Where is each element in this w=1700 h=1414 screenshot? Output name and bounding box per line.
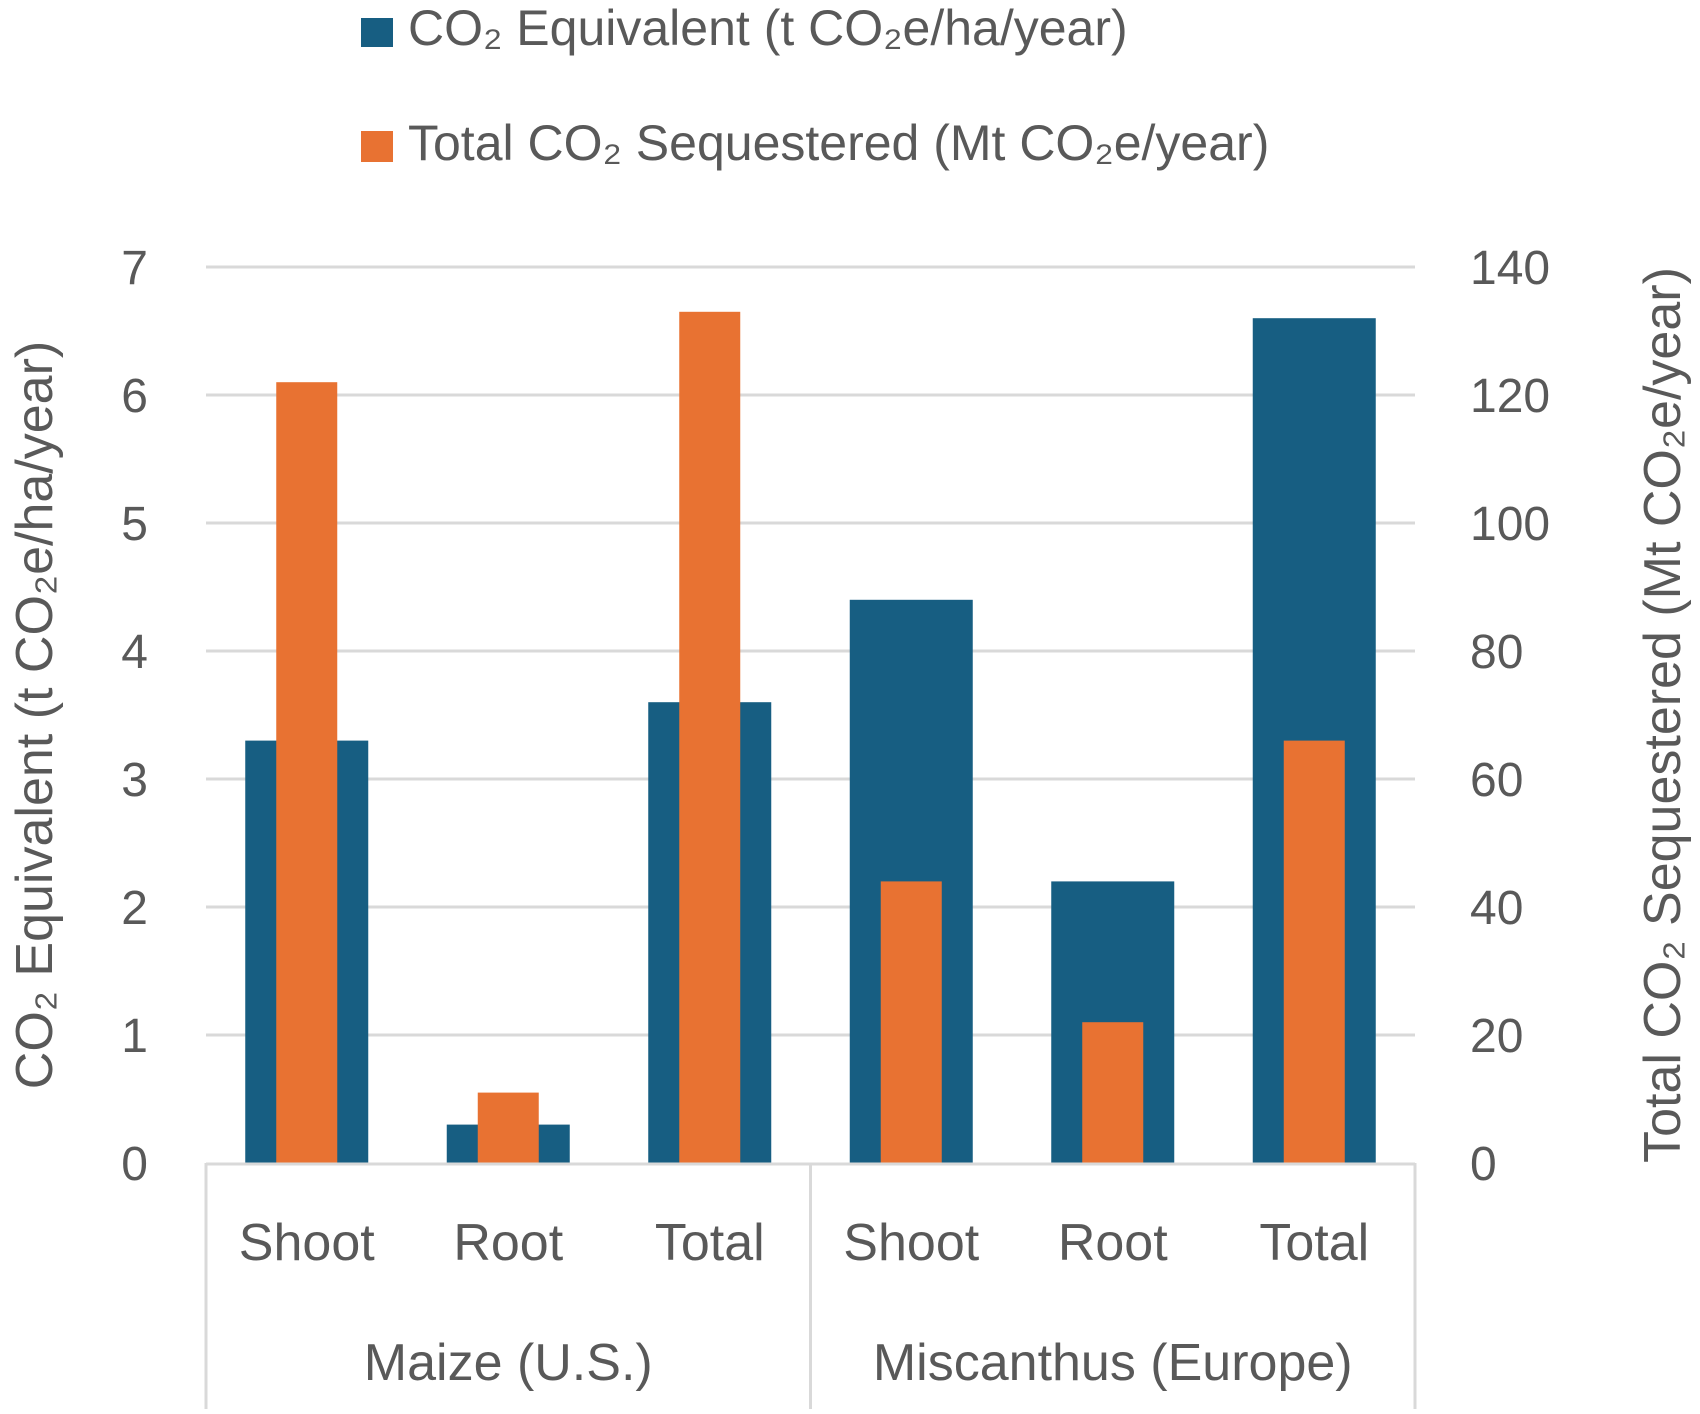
legend: CO₂ Equivalent (t CO₂e/ha/year) Total CO…: [361, 0, 1269, 171]
y-tick-label-left: 3: [121, 754, 148, 807]
y-axis-title-left: CO₂ Equivalent (t CO₂e/ha/year): [6, 341, 64, 1089]
x-tick-label: Root: [453, 1214, 563, 1272]
x-tick-label: Total: [1259, 1214, 1369, 1272]
y-tick-label-right: 100: [1470, 498, 1550, 551]
x-tick-label: Total: [655, 1214, 765, 1272]
y-axis-title-right: Total CO₂ Sequestered (Mt CO₂e/year): [1634, 267, 1692, 1163]
x-tick-label: Root: [1058, 1214, 1168, 1272]
y-tick-label-right: 80: [1470, 626, 1523, 679]
bar-total-co2-sequestered: [679, 311, 741, 1163]
axes: 0 1 2 3 4 5 6 7 0 20 40 60 80 100 120 140 Shoot Root Total…: [121, 242, 1550, 1409]
group-label: Miscanthus (Europe): [873, 1334, 1353, 1392]
y-tick-label-right: 140: [1470, 242, 1550, 295]
legend-swatch-total-co2-sequestered: [361, 131, 393, 162]
y-tick-label-left: 4: [121, 626, 148, 679]
y-tick-label-left: 0: [121, 1138, 148, 1191]
bar-total-co2-sequestered: [1082, 1022, 1144, 1163]
legend-swatch-co2-equivalent: [361, 18, 393, 47]
bar-total-co2-sequestered: [276, 382, 338, 1163]
y-tick-label-right: 0: [1470, 1138, 1497, 1191]
y-tick-label-right: 60: [1470, 754, 1523, 807]
y-tick-label-left: 1: [121, 1010, 148, 1063]
group-label: Maize (U.S.): [364, 1334, 653, 1392]
y-tick-label-left: 2: [121, 882, 148, 935]
gridlines: [206, 265, 1415, 1037]
y-tick-label-left: 7: [121, 242, 148, 295]
bar-total-co2-sequestered: [1283, 740, 1345, 1163]
bar-total-co2-sequestered: [477, 1092, 539, 1163]
y-tick-label-right: 40: [1470, 882, 1523, 935]
x-tick-label: Shoot: [843, 1214, 979, 1272]
x-tick-label: Shoot: [239, 1214, 375, 1272]
bars: [245, 311, 1376, 1163]
y-tick-label-right: 120: [1470, 370, 1550, 423]
y-tick-label-left: 5: [121, 498, 148, 551]
y-tick-label-right: 20: [1470, 1010, 1523, 1063]
y-tick-label-left: 6: [121, 370, 148, 423]
legend-label-total-co2-sequestered: Total CO₂ Sequestered (Mt CO₂e/year): [408, 115, 1269, 171]
bar-total-co2-sequestered: [880, 881, 942, 1163]
legend-label-co2-equivalent: CO₂ Equivalent (t CO₂e/ha/year): [408, 0, 1128, 56]
